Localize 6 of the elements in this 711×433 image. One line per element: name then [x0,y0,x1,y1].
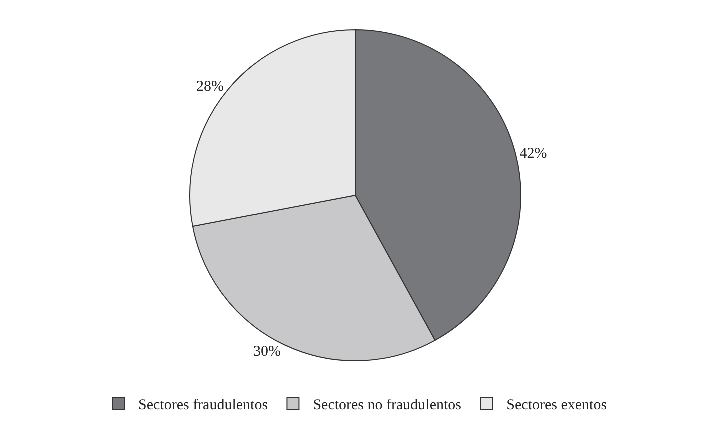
data-label: 28% [196,78,224,95]
legend-label: Sectores fraudulentos [138,398,268,414]
data-label: 30% [254,344,282,360]
data-label: 42% [520,146,548,162]
legend-label: Sectores no fraudulentos [313,398,462,414]
legend-label: Sectores exentos [506,398,608,414]
